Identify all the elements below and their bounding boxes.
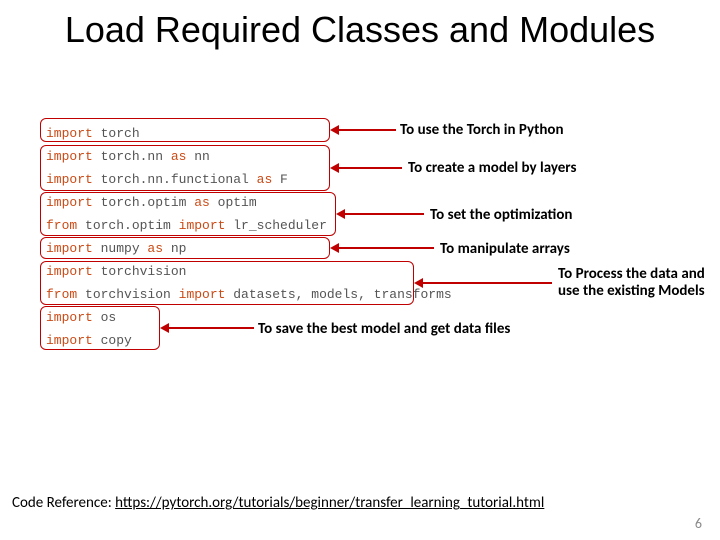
callout-box: [40, 306, 160, 350]
footer-label: Code Reference:: [12, 494, 115, 512]
slide-title: Load Required Classes and Modules: [30, 10, 690, 50]
footer-reference: Code Reference: https://pytorch.org/tuto…: [12, 494, 544, 512]
annotation-text: To manipulate arrays: [440, 241, 680, 258]
annotation-text: To set the optimization: [430, 207, 670, 224]
footer-link[interactable]: https://pytorch.org/tutorials/beginner/t…: [115, 494, 544, 512]
callout-box: [40, 118, 330, 142]
callout-box: [40, 145, 330, 191]
slide: Load Required Classes and Modules import…: [0, 0, 720, 540]
callout-box: [40, 261, 414, 305]
page-number: 6: [695, 515, 702, 532]
callout-box: [40, 237, 330, 259]
annotation-text: To use the Torch in Python: [400, 122, 660, 139]
callout-box: [40, 192, 336, 236]
annotation-text: To create a model by layers: [408, 160, 668, 177]
annotation-text: To save the best model and get data file…: [258, 321, 578, 338]
annotation-text: To Process the data and use the existing…: [558, 266, 708, 301]
